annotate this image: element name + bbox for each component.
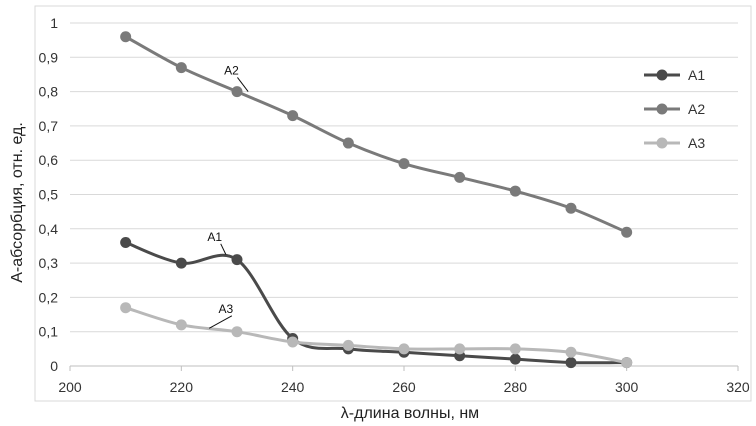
data-point xyxy=(621,357,633,369)
data-point xyxy=(454,343,466,355)
data-point xyxy=(454,171,466,183)
data-point xyxy=(565,357,577,369)
series-lines xyxy=(120,31,633,369)
data-point xyxy=(342,137,354,149)
annotations: А2 А1 А3 xyxy=(207,63,249,329)
data-point xyxy=(175,319,187,331)
data-point xyxy=(342,339,354,351)
y-tick-label: 0,3 xyxy=(39,255,59,271)
y-axis-title: А-абсорбция, отн. ед. xyxy=(9,122,26,283)
x-tick-label: 320 xyxy=(726,379,750,395)
legend-label: А1 xyxy=(688,67,705,83)
y-tick-label: 0,6 xyxy=(39,152,59,168)
y-tick-label: 0 xyxy=(50,358,58,374)
y-tick-label: 0,5 xyxy=(39,187,59,203)
annotation-leader xyxy=(237,77,249,92)
x-tick-label: 260 xyxy=(392,379,416,395)
y-tick-label: 0,4 xyxy=(39,221,59,237)
data-point xyxy=(509,353,521,365)
data-point xyxy=(120,31,132,43)
data-point xyxy=(231,326,243,338)
legend-marker xyxy=(656,137,668,149)
data-point xyxy=(175,62,187,74)
x-tick-label: 220 xyxy=(170,379,194,395)
data-point xyxy=(509,343,521,355)
data-point xyxy=(398,158,410,170)
annotation-label: А1 xyxy=(207,230,222,244)
data-point xyxy=(398,343,410,355)
data-point xyxy=(287,110,299,122)
data-point xyxy=(175,257,187,269)
legend-marker xyxy=(656,103,668,115)
data-point xyxy=(120,237,132,249)
x-tick-label: 280 xyxy=(504,379,528,395)
series-line xyxy=(124,306,629,365)
annotation-leader xyxy=(208,315,233,329)
data-point xyxy=(565,202,577,214)
data-point xyxy=(287,336,299,348)
x-tick-label: 240 xyxy=(281,379,305,395)
y-tick-label: 1 xyxy=(50,15,58,31)
y-tick-label: 0,1 xyxy=(39,324,59,340)
gridlines xyxy=(70,22,738,367)
x-axis-title: λ-длина волны, нм xyxy=(341,405,479,422)
y-tick-label: 0,7 xyxy=(39,118,59,134)
x-tick-label: 300 xyxy=(615,379,639,395)
data-point xyxy=(621,226,633,238)
annotation-leader xyxy=(220,243,227,255)
data-point xyxy=(231,86,243,98)
legend: А1 А2 А3 xyxy=(644,67,705,151)
legend-label: А2 xyxy=(688,101,705,117)
chart-frame xyxy=(34,5,752,402)
legend-marker xyxy=(656,69,668,81)
legend-label: А3 xyxy=(688,135,705,151)
annotation-label: А3 xyxy=(219,302,234,316)
y-tick-label: 0,2 xyxy=(39,289,59,305)
data-point xyxy=(509,185,521,197)
data-point xyxy=(565,346,577,358)
y-tick-label: 0,8 xyxy=(39,84,59,100)
series-line xyxy=(124,241,629,365)
annotation-label: А2 xyxy=(224,63,239,77)
axes: 0 0,1 0,2 0,3 0,4 0,5 0,6 0,7 0,8 0,9 1 200 220 240 26… xyxy=(39,15,750,395)
data-point xyxy=(120,302,132,314)
series-line xyxy=(124,35,629,234)
data-point xyxy=(231,254,243,266)
x-tick-label: 200 xyxy=(58,379,82,395)
y-tick-label: 0,9 xyxy=(39,49,59,65)
